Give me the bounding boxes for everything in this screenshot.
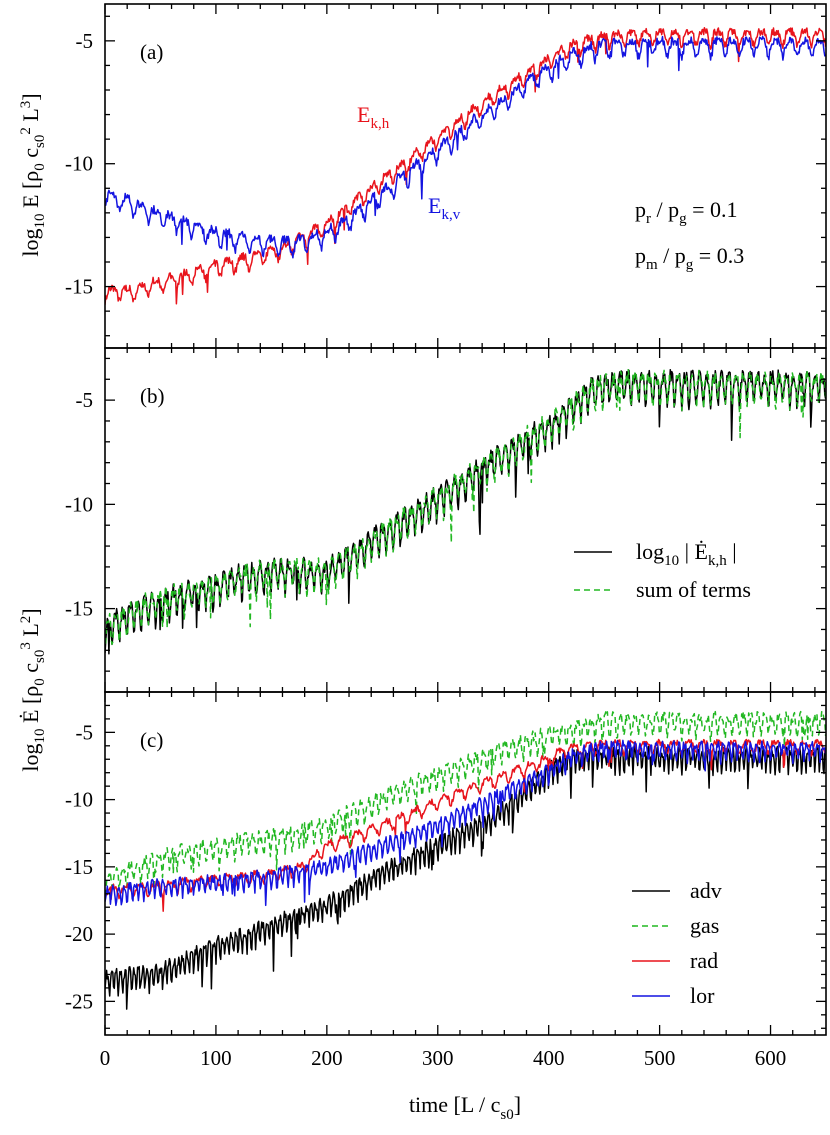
panel-a: -15 -10 -5 (a) Ek,h Ek,v pr / pg = 0.1 pm / pg … [65, 3, 827, 349]
x-tick-label: 300 [422, 1046, 454, 1070]
axis-labels: log10 E [ρ0 cs02 L3] log10 Ė [ρ0 cs03 L2]… [18, 93, 521, 1123]
y-tick-label: -5 [76, 29, 94, 53]
y-tick-label: -15 [65, 855, 93, 879]
y-tick-label: -15 [65, 597, 93, 621]
y-axis-label-energy: log10 E [ρ0 cs02 L3] [18, 93, 48, 256]
x-tick-label: 200 [311, 1046, 343, 1070]
series-gas [105, 710, 826, 896]
y-tick-label: -25 [65, 989, 93, 1013]
y-tick-label: -10 [65, 788, 93, 812]
plot-frame [104, 3, 827, 349]
y-tick-label: -5 [76, 720, 94, 744]
x-tick-label: 400 [533, 1046, 565, 1070]
series-e-k-v [105, 35, 826, 259]
legend-label: lor [690, 983, 715, 1008]
panel-tag: (a) [140, 40, 163, 64]
y-tick-label: -20 [65, 922, 93, 946]
x-tick-label: 500 [644, 1046, 676, 1070]
panel-tag: (b) [140, 384, 165, 408]
series-lor [105, 739, 826, 907]
plot-frame [104, 691, 827, 1036]
label-e-kv: Ek,v [428, 193, 461, 223]
pressure-ratio-1: pr / pg = 0.1 [635, 197, 738, 227]
panel-c: -25 -20 -15 -10 -5 0 100 200 300 400 500 600 (c) adv g… [65, 691, 827, 1070]
legend-label: sum of terms [636, 577, 751, 602]
series-sum-of-terms [105, 368, 826, 645]
chart-panels: -15 -10 -5 (a) Ek,h Ek,v pr / pg = 0.1 pm / pg … [65, 3, 827, 1070]
x-tick-label: 0 [100, 1046, 111, 1070]
y-tick-label: -5 [76, 388, 94, 412]
panel-tag: (c) [140, 728, 163, 752]
label-e-kh: Ek,h [357, 102, 390, 132]
legend-label: rad [690, 948, 718, 973]
pressure-ratio-2: pm / pg = 0.3 [635, 243, 744, 273]
legend-label: adv [690, 878, 722, 903]
legend-label: gas [690, 913, 719, 938]
x-axis-label: time [L / cs0] [409, 1092, 521, 1123]
legend-label: log10 | Ėk,h | [636, 539, 737, 569]
series-log10-k-h- [105, 368, 826, 655]
y-tick-label: -15 [65, 275, 93, 299]
panel-b: -15 -10 -5 (b) log10 | Ėk,h | sum of terms [65, 347, 827, 693]
y-axis-label-energy-rate: log10 Ė [ρ0 cs03 L2] [18, 608, 48, 771]
x-tick-label: 600 [755, 1046, 787, 1070]
series-e-k-h [105, 27, 826, 305]
y-tick-label: -10 [65, 152, 93, 176]
x-tick-label: 100 [200, 1046, 232, 1070]
y-tick-label: -10 [65, 492, 93, 516]
